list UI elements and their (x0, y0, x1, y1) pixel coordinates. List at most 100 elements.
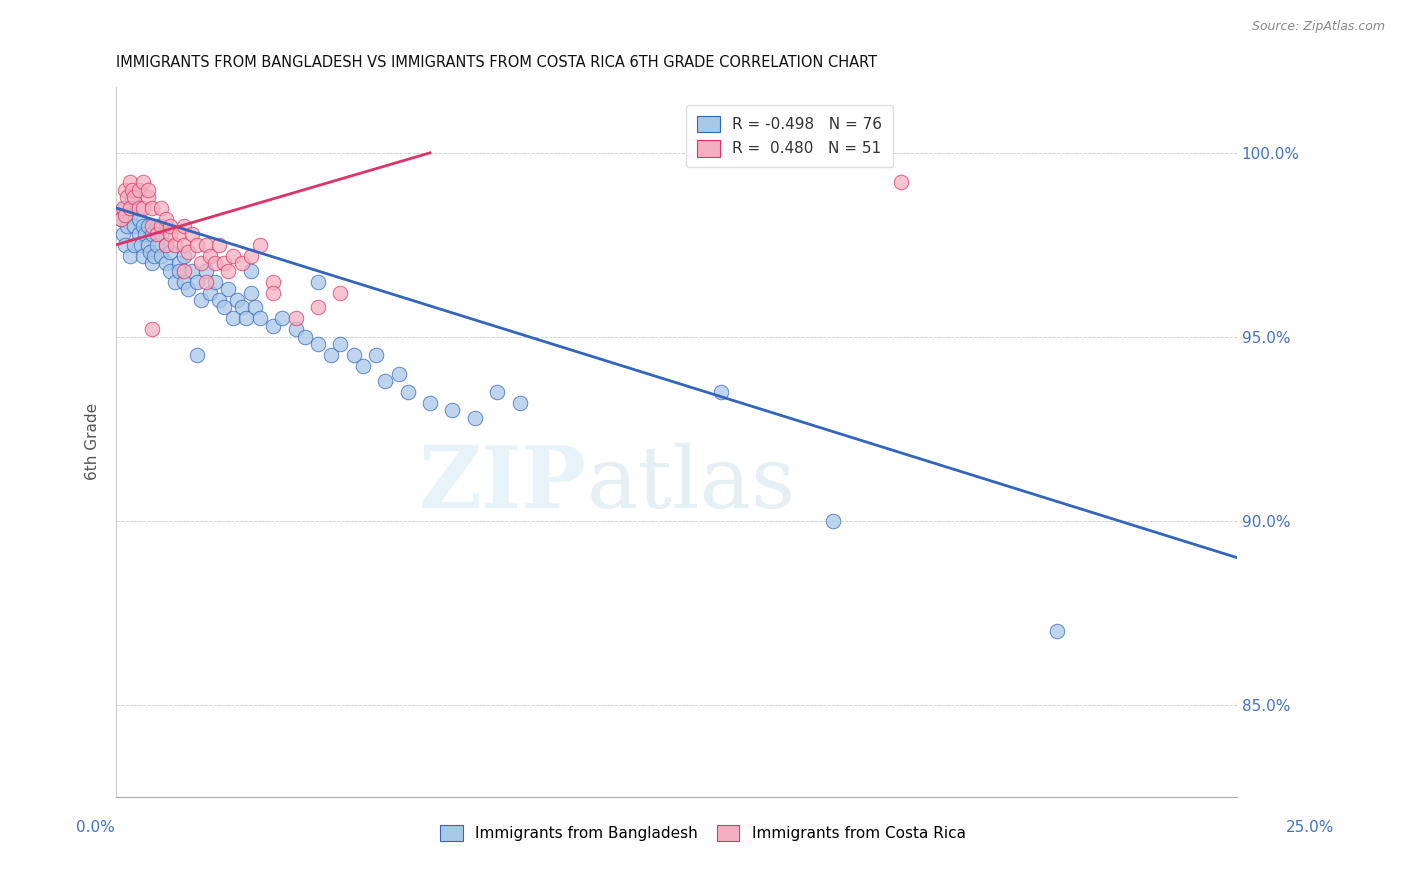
Point (204, 256, 226, 270)
Point (132, 249, 155, 263)
Point (710, 384, 733, 399)
Point (118, 201, 141, 215)
Point (173, 249, 195, 263)
Point (239, 263, 262, 277)
Point (222, 249, 245, 263)
Point (307, 301, 329, 315)
Point (136, 237, 159, 252)
Point (145, 227, 167, 241)
Point (121, 183, 143, 197)
Point (190, 293, 212, 307)
Legend: R = -0.498   N = 76, R =  0.480   N = 51: R = -0.498 N = 76, R = 0.480 N = 51 (686, 105, 893, 167)
Point (374, 374, 396, 388)
Point (173, 263, 195, 277)
Point (117, 219, 139, 234)
Point (173, 275, 195, 289)
Point (262, 275, 284, 289)
Point (150, 201, 173, 215)
Point (321, 348, 343, 362)
Point (208, 237, 231, 252)
Point (239, 249, 262, 263)
Point (111, 201, 134, 215)
Point (231, 301, 253, 315)
Point (194, 275, 217, 289)
Point (155, 212, 177, 227)
Point (464, 410, 486, 425)
Point (159, 219, 181, 234)
Text: Source: ZipAtlas.com: Source: ZipAtlas.com (1251, 20, 1385, 33)
Point (145, 237, 167, 252)
Point (173, 219, 195, 234)
Point (181, 227, 204, 241)
Point (128, 183, 150, 197)
Point (200, 249, 222, 263)
Point (145, 219, 167, 234)
Point (352, 359, 374, 374)
Point (823, 514, 845, 528)
Point (128, 201, 150, 215)
Point (150, 227, 173, 241)
Point (118, 175, 141, 189)
Point (141, 201, 163, 215)
Point (217, 263, 239, 277)
Point (1046, 624, 1069, 639)
Point (177, 245, 200, 260)
Point (190, 256, 212, 270)
Point (128, 227, 150, 241)
Point (217, 282, 239, 296)
Point (139, 245, 162, 260)
Point (136, 219, 159, 234)
Point (249, 311, 271, 326)
Point (121, 190, 143, 204)
Text: IMMIGRANTS FROM BANGLADESH VS IMMIGRANTS FROM COSTA RICA 6TH GRADE CORRELATION C: IMMIGRANTS FROM BANGLADESH VS IMMIGRANTS… (117, 55, 877, 70)
Point (441, 403, 464, 417)
Point (177, 282, 200, 296)
Point (262, 318, 284, 333)
Point (284, 311, 307, 326)
Point (343, 348, 366, 362)
Point (163, 237, 186, 252)
Point (307, 337, 329, 351)
Point (141, 227, 163, 241)
Y-axis label: 6th Grade: 6th Grade (86, 403, 100, 480)
Point (114, 237, 136, 252)
Point (155, 237, 177, 252)
Point (222, 311, 245, 326)
Point (388, 367, 411, 381)
Point (159, 245, 181, 260)
Point (284, 322, 307, 336)
Point (239, 285, 262, 300)
Point (200, 285, 222, 300)
Point (132, 219, 155, 234)
Point (245, 301, 267, 315)
Point (249, 237, 271, 252)
Point (307, 275, 329, 289)
Point (155, 237, 177, 252)
Point (890, 175, 912, 189)
Point (262, 285, 284, 300)
Point (141, 322, 163, 336)
Point (122, 219, 145, 234)
Point (155, 256, 177, 270)
Text: 25.0%: 25.0% (1286, 821, 1334, 835)
Point (110, 212, 132, 227)
Point (134, 227, 156, 241)
Point (114, 208, 136, 222)
Point (509, 396, 531, 410)
Point (117, 190, 139, 204)
Point (143, 249, 166, 263)
Point (141, 219, 163, 234)
Point (186, 348, 208, 362)
Point (167, 256, 190, 270)
Point (226, 293, 249, 307)
Point (150, 219, 173, 234)
Point (163, 275, 186, 289)
Point (167, 263, 190, 277)
Point (132, 201, 155, 215)
Point (159, 263, 181, 277)
Text: ZIP: ZIP (419, 442, 586, 526)
Point (122, 190, 145, 204)
Point (128, 212, 150, 227)
Point (167, 227, 190, 241)
Point (212, 256, 235, 270)
